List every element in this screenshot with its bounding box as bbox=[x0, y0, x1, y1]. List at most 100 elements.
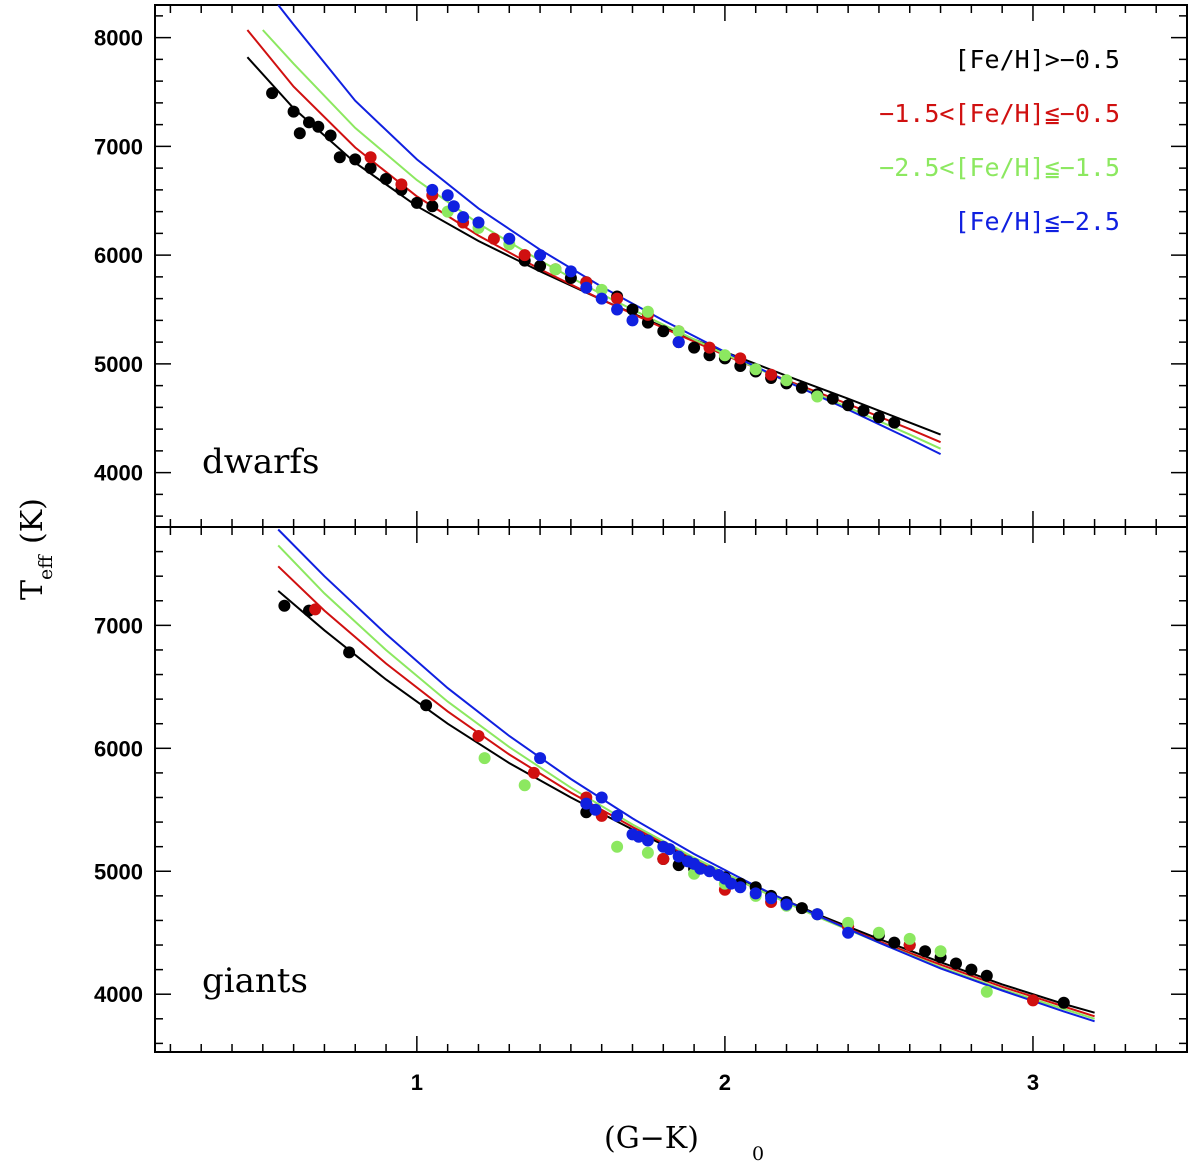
data-point-intermediate bbox=[1027, 994, 1039, 1007]
data-point-metal-poor bbox=[518, 779, 531, 792]
panel-label-giants: giants bbox=[202, 961, 308, 1001]
legend-entry-intermediate: −1.5<[Fe/H]≦−0.5 bbox=[879, 99, 1120, 128]
data-point-metal-rich bbox=[343, 646, 356, 659]
data-point-metal-rich bbox=[303, 116, 315, 129]
panel-label-dwarfs: dwarfs bbox=[202, 442, 319, 482]
data-point-metal-rich bbox=[688, 341, 701, 354]
data-point-metal-rich bbox=[364, 162, 377, 175]
data-point-extremely-metal-poor bbox=[672, 336, 685, 349]
data-point-extremely-metal-poor bbox=[641, 834, 654, 847]
data-point-metal-rich bbox=[278, 599, 291, 612]
data-point-intermediate bbox=[527, 766, 540, 779]
data-point-extremely-metal-poor bbox=[447, 200, 460, 213]
data-point-extremely-metal-poor bbox=[734, 881, 747, 894]
bottom-panel-points bbox=[278, 599, 1070, 1009]
fit-curve-intermediate bbox=[277, 565, 1095, 1018]
fit-curve-metal-poor bbox=[262, 29, 942, 450]
legend-entry-metal-poor: −2.5<[Fe/H]≦−1.5 bbox=[879, 153, 1120, 182]
data-point-metal-rich bbox=[410, 196, 423, 209]
data-point-metal-poor bbox=[980, 985, 993, 998]
data-point-metal-poor bbox=[549, 263, 562, 276]
data-point-intermediate bbox=[611, 292, 624, 305]
data-point-extremely-metal-poor bbox=[780, 898, 793, 911]
data-point-metal-rich bbox=[580, 806, 593, 819]
y-tick-label: 5000 bbox=[94, 859, 143, 884]
x-tick-label: 1 bbox=[411, 1070, 423, 1095]
data-point-metal-poor bbox=[872, 926, 885, 939]
data-point-metal-poor bbox=[672, 325, 685, 338]
data-point-extremely-metal-poor bbox=[765, 892, 778, 905]
data-point-intermediate bbox=[472, 730, 485, 742]
x-tick-label: 2 bbox=[719, 1070, 731, 1095]
fit-curve-extremely-metal-poor bbox=[277, 4, 942, 455]
data-point-metal-poor bbox=[749, 363, 762, 376]
x-axis-label-subscript: 0 bbox=[752, 1143, 764, 1165]
data-point-metal-poor bbox=[903, 932, 916, 945]
data-point-metal-rich bbox=[872, 411, 885, 424]
x-tick-label: 3 bbox=[1027, 1070, 1039, 1095]
y-tick-label: 4000 bbox=[94, 461, 143, 486]
y-tick-label: 8000 bbox=[94, 26, 143, 51]
y-tick-label: 6000 bbox=[94, 243, 143, 268]
data-point-metal-rich bbox=[857, 404, 870, 417]
data-point-extremely-metal-poor bbox=[694, 862, 707, 875]
data-point-metal-poor bbox=[611, 840, 624, 853]
data-point-extremely-metal-poor bbox=[564, 265, 577, 278]
fit-curve-metal-rich bbox=[246, 56, 941, 436]
fit-curve-metal-rich bbox=[277, 590, 1095, 1014]
data-point-intermediate bbox=[518, 249, 531, 262]
data-point-extremely-metal-poor bbox=[811, 908, 824, 921]
data-point-metal-poor bbox=[842, 916, 855, 929]
y-axis-unit: (K) bbox=[15, 498, 50, 544]
legend-entry-extremely-metal-poor: [Fe/H]≦−2.5 bbox=[954, 207, 1120, 236]
y-tick-label: 5000 bbox=[94, 352, 143, 377]
top-panel: 4000 5000 6000 7000 8000 dwarfs bbox=[94, 4, 1188, 528]
data-point-intermediate bbox=[487, 232, 500, 245]
data-point-metal-rich bbox=[842, 399, 855, 412]
data-point-metal-poor bbox=[595, 283, 608, 296]
y-tick-label: 4000 bbox=[94, 982, 143, 1007]
data-point-metal-rich bbox=[657, 325, 670, 338]
data-point-intermediate bbox=[309, 603, 322, 616]
data-point-metal-rich bbox=[1057, 996, 1070, 1009]
data-point-intermediate bbox=[395, 178, 408, 191]
data-point-metal-poor bbox=[718, 349, 731, 362]
data-point-metal-rich bbox=[626, 303, 639, 316]
fit-curve-extremely-metal-poor bbox=[277, 528, 1095, 1023]
y-tick-label: 7000 bbox=[94, 134, 143, 159]
data-point-metal-poor bbox=[641, 846, 654, 859]
bottom-panel-ticks: 4000 5000 6000 7000 1 2 3 bbox=[94, 526, 1187, 1095]
data-point-metal-rich bbox=[426, 200, 439, 213]
data-point-extremely-metal-poor bbox=[672, 850, 685, 863]
y-tick-label: 6000 bbox=[94, 736, 143, 761]
data-point-metal-rich bbox=[950, 957, 962, 970]
data-point-metal-poor bbox=[780, 374, 793, 387]
data-point-metal-rich bbox=[980, 969, 993, 982]
data-point-extremely-metal-poor bbox=[595, 292, 608, 305]
data-point-extremely-metal-poor bbox=[611, 809, 624, 822]
data-point-extremely-metal-poor bbox=[725, 877, 738, 890]
y-tick-label: 7000 bbox=[94, 613, 143, 638]
data-point-extremely-metal-poor bbox=[580, 797, 593, 810]
data-point-metal-rich bbox=[293, 127, 306, 140]
data-point-extremely-metal-poor bbox=[703, 865, 716, 878]
data-point-metal-rich bbox=[380, 173, 392, 185]
data-point-extremely-metal-poor bbox=[749, 887, 762, 900]
data-point-intermediate bbox=[657, 853, 670, 865]
y-axis-label-subscript: eff bbox=[35, 554, 57, 580]
data-point-extremely-metal-poor bbox=[842, 926, 855, 939]
data-point-metal-poor bbox=[811, 390, 824, 403]
fit-curve-metal-poor bbox=[277, 544, 1095, 1020]
data-point-extremely-metal-poor bbox=[611, 303, 624, 316]
data-point-extremely-metal-poor bbox=[534, 752, 547, 765]
legend: [Fe/H]>−0.5 −1.5<[Fe/H]≦−0.5 −2.5<[Fe/H]… bbox=[879, 45, 1120, 236]
top-panel-fit-curves bbox=[246, 4, 942, 455]
data-point-extremely-metal-poor bbox=[457, 211, 470, 224]
top-panel-points bbox=[266, 87, 901, 429]
y-axis-label: T bbox=[15, 580, 50, 600]
data-point-metal-rich bbox=[965, 963, 978, 976]
data-point-metal-rich bbox=[333, 151, 346, 164]
data-point-metal-rich bbox=[888, 416, 901, 429]
data-point-metal-rich bbox=[324, 129, 337, 142]
